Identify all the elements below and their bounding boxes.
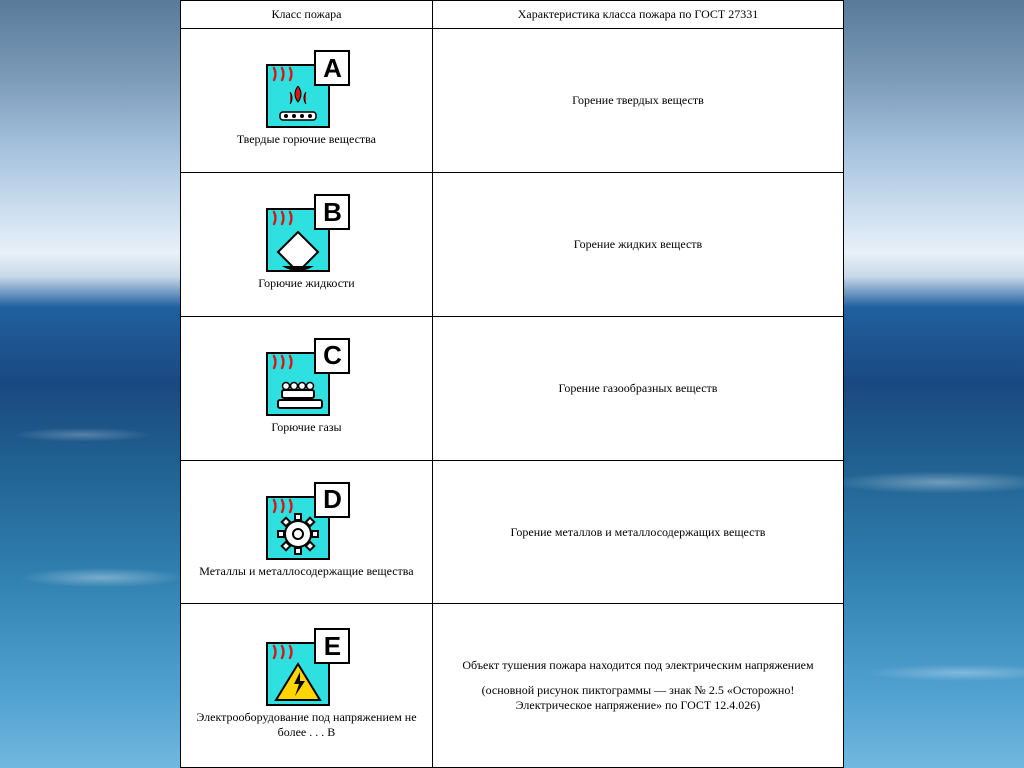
table-row: E Электрооборудование под напряжением не… [181,604,844,768]
table-header-row: Класс пожара Характеристика класса пожар… [181,1,844,29]
pictogram-caption: Горючие газы [271,420,341,434]
class-letter: E [314,628,350,664]
pictogram-wrap: A [266,54,346,128]
class-cell: B Горючие жидкости [181,172,433,316]
class-cell: E Электрооборудование под напряжением не… [181,604,433,768]
class-letter: A [314,50,350,86]
pictogram-caption: Электрооборудование под напряжением не б… [191,710,422,739]
description-text: Горение жидких веществ [574,237,702,251]
table-row: A Твердые горючие вещества Горение тверд… [181,29,844,173]
description-cell: Горение твердых веществ [432,29,843,173]
description-text: Объект тушения пожара находится под элек… [462,658,813,672]
fire-class-table: Класс пожара Характеристика класса пожар… [180,0,844,768]
class-letter: D [314,482,350,518]
description-text: Горение твердых веществ [572,93,704,107]
pictogram-wrap: B [266,198,346,272]
description-cell: Горение газообразных веществ [432,316,843,460]
class-cell: D Металлы и металлосодержащие вещества [181,460,433,604]
class-cell: A Твердые горючие вещества [181,29,433,173]
pictogram-caption: Горючие жидкости [258,276,355,290]
header-desc: Характеристика класса пожара по ГОСТ 273… [432,1,843,29]
table-row: C Горючие газы Горение газообразных веще… [181,316,844,460]
description-cell: Горение жидких веществ [432,172,843,316]
pictogram-wrap: C [266,342,346,416]
pictogram-wrap: D [266,486,346,560]
table-sheet: Класс пожара Характеристика класса пожар… [180,0,844,768]
pictogram-caption: Твердые горючие вещества [237,132,376,146]
pictogram-wrap: E [266,632,346,706]
class-letter: B [314,194,350,230]
description-text: Горение металлов и металлосодержащих вещ… [511,525,766,539]
description-cell: Горение металлов и металлосодержащих вещ… [432,460,843,604]
table-row: D Металлы и металлосодержащие вещества Г… [181,460,844,604]
class-cell: C Горючие газы [181,316,433,460]
description-cell: Объект тушения пожара находится под элек… [432,604,843,768]
pictogram-caption: Металлы и металлосодержащие вещества [199,564,413,578]
class-letter: C [314,338,350,374]
header-class: Класс пожара [181,1,433,29]
table-row: B Горючие жидкости Горение жидких вещест… [181,172,844,316]
description-text: Горение газообразных веществ [558,381,717,395]
description-sub: (основной рисунок пиктограммы — знак № 2… [443,683,833,713]
